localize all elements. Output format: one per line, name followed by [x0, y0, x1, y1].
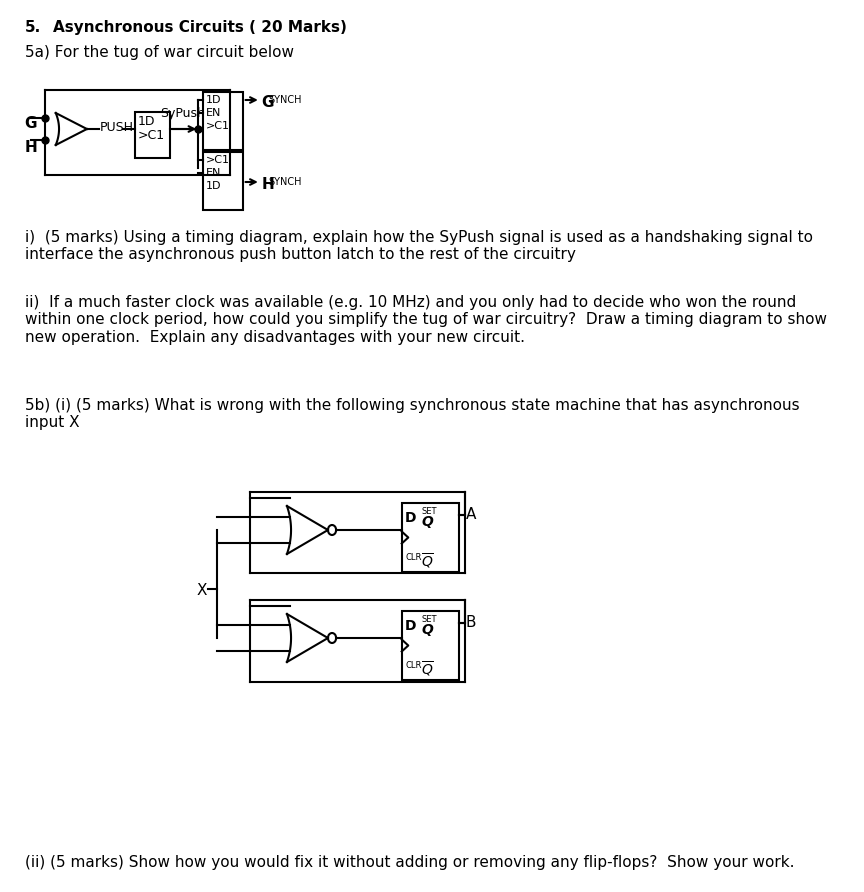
- Text: SET: SET: [422, 507, 437, 516]
- Text: B: B: [466, 615, 476, 630]
- Text: 1D: 1D: [137, 115, 156, 128]
- Text: H: H: [24, 140, 37, 155]
- Bar: [203, 152, 243, 210]
- Text: $\overline{Q}$: $\overline{Q}$: [422, 659, 435, 679]
- Bar: [136, 112, 169, 158]
- Text: G: G: [24, 116, 37, 131]
- Text: EN: EN: [206, 168, 221, 178]
- Circle shape: [328, 633, 336, 643]
- Text: Q: Q: [422, 623, 433, 637]
- Text: X: X: [197, 583, 207, 598]
- Text: 5b) (i) (5 marks) What is wrong with the following synchronous state machine tha: 5b) (i) (5 marks) What is wrong with the…: [24, 398, 799, 431]
- Bar: [402, 611, 459, 680]
- Text: (ii) (5 marks) Show how you would fix it without adding or removing any flip-flo: (ii) (5 marks) Show how you would fix it…: [24, 855, 794, 870]
- Circle shape: [328, 525, 336, 535]
- Text: i)  (5 marks) Using a timing diagram, explain how the SyPush signal is used as a: i) (5 marks) Using a timing diagram, exp…: [24, 230, 813, 262]
- Text: Q: Q: [422, 515, 433, 529]
- Text: SYNCH: SYNCH: [268, 95, 302, 105]
- Bar: [402, 503, 459, 572]
- Text: $\overline{Q}$: $\overline{Q}$: [422, 551, 435, 571]
- Text: >C1: >C1: [137, 129, 165, 142]
- Text: D: D: [405, 619, 416, 633]
- Text: A: A: [466, 507, 476, 522]
- Text: 1D: 1D: [206, 95, 221, 105]
- Text: 5a) For the tug of war circuit below: 5a) For the tug of war circuit below: [24, 45, 294, 60]
- Text: PUSH: PUSH: [100, 121, 134, 134]
- Text: >C1: >C1: [206, 121, 230, 131]
- Text: EN: EN: [206, 108, 221, 118]
- Text: Asynchronous Circuits ( 20 Marks): Asynchronous Circuits ( 20 Marks): [54, 20, 347, 35]
- Text: ii)  If a much faster clock was available (e.g. 10 MHz) and you only had to deci: ii) If a much faster clock was available…: [24, 295, 827, 345]
- Text: SET: SET: [422, 615, 437, 624]
- Text: SyPush: SyPush: [160, 107, 205, 120]
- Text: D: D: [405, 511, 416, 525]
- Text: 5.: 5.: [24, 20, 41, 35]
- Bar: [203, 92, 243, 150]
- Text: >C1: >C1: [206, 155, 230, 165]
- Text: H: H: [262, 177, 274, 192]
- Text: CLR: CLR: [405, 661, 422, 670]
- Text: SYNCH: SYNCH: [268, 177, 302, 187]
- Text: 1D: 1D: [206, 181, 221, 191]
- Text: CLR: CLR: [405, 553, 422, 562]
- Text: G: G: [262, 95, 274, 110]
